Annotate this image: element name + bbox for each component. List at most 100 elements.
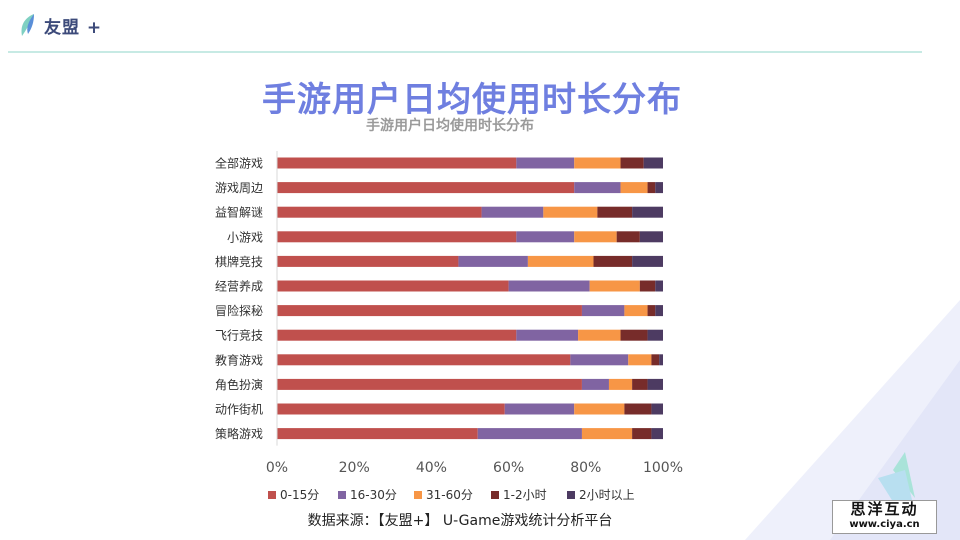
bar-segment xyxy=(651,428,663,440)
x-tick-label: 20% xyxy=(339,460,370,476)
bar-segment xyxy=(597,206,633,218)
bar-segment xyxy=(593,255,633,267)
legend-swatch xyxy=(338,491,346,499)
bar-segment xyxy=(277,329,517,341)
bar-segment xyxy=(570,354,629,366)
bar-segment xyxy=(624,403,652,415)
legend-swatch xyxy=(567,491,575,499)
bar-segment xyxy=(516,231,575,243)
x-tick-label: 60% xyxy=(493,460,524,476)
bar-segment xyxy=(632,378,648,390)
corner-leaf-shape-2 xyxy=(878,470,912,505)
category-label: 棋牌竞技 xyxy=(215,255,263,269)
bar-segment xyxy=(647,305,656,317)
bar-segment xyxy=(651,354,660,366)
bar-segment xyxy=(574,231,617,243)
bar-segment xyxy=(589,280,640,292)
chart-title: 手游用户日均使用时长分布 xyxy=(366,118,534,134)
bar-segment xyxy=(277,428,478,440)
bar-segment xyxy=(543,206,598,218)
category-label: 动作街机 xyxy=(215,403,263,417)
bar-segment xyxy=(651,403,663,415)
bar-segment xyxy=(277,206,482,218)
bar-segment xyxy=(277,182,575,194)
legend-swatch xyxy=(268,491,276,499)
legend-swatch xyxy=(491,491,499,499)
bar-segment xyxy=(581,428,633,440)
bar-segment xyxy=(277,157,517,169)
x-tick-label: 80% xyxy=(570,460,601,476)
bar-segment xyxy=(616,231,640,243)
bar-segment xyxy=(659,354,663,366)
bar-segment xyxy=(277,255,459,267)
category-label: 策略游戏 xyxy=(215,426,263,441)
bar-segment xyxy=(581,378,609,390)
bar-segment xyxy=(655,305,663,317)
watermark-name: 思洋互动 xyxy=(850,500,919,518)
corner-decoration-inner xyxy=(830,360,960,540)
bar-segment xyxy=(277,231,517,243)
category-label: 飞行竞技 xyxy=(215,329,263,343)
legend-label: 2小时以上 xyxy=(579,488,635,502)
bar-segment xyxy=(620,182,648,194)
bar-segment xyxy=(516,329,579,341)
legend-label: 1-2小时 xyxy=(503,488,547,502)
category-label: 益智解谜 xyxy=(215,205,263,220)
bar-segment xyxy=(632,206,663,218)
category-label: 全部游戏 xyxy=(215,156,263,171)
bar-segment xyxy=(277,378,582,390)
bar-segment xyxy=(628,354,652,366)
bar-segment xyxy=(277,280,509,292)
bar-segment xyxy=(574,182,621,194)
legend-swatch xyxy=(414,491,422,499)
bar-segment xyxy=(639,231,663,243)
legend-label: 0-15分 xyxy=(280,488,319,502)
bar-segment xyxy=(504,403,575,415)
bar-segment xyxy=(581,305,625,317)
leaf-logo-icon xyxy=(21,14,34,36)
watermark-url: www.ciya.cn xyxy=(849,519,920,530)
bar-segment xyxy=(277,354,571,366)
category-label: 经营养成 xyxy=(215,279,263,294)
category-label: 角色扮演 xyxy=(215,377,263,392)
bar-segment xyxy=(647,182,656,194)
bar-segment xyxy=(620,329,648,341)
x-tick-label: 0% xyxy=(266,460,288,476)
page-title: 手游用户日均使用时长分布 xyxy=(262,80,682,120)
bar-segment xyxy=(643,157,663,169)
category-label: 小游戏 xyxy=(227,230,263,244)
bar-segment xyxy=(620,157,644,169)
brand-logo: 友盟 + xyxy=(14,12,102,38)
category-label: 冒险探秘 xyxy=(215,303,263,318)
bar-segment xyxy=(624,305,648,317)
data-source-note: 数据来源：【友盟+】 U-Game游戏统计分析平台 xyxy=(307,513,613,529)
logo-text: 友盟 + xyxy=(44,17,103,38)
category-label: 游戏周边 xyxy=(215,181,263,195)
category-label: 教育游戏 xyxy=(215,352,263,367)
bar-segment xyxy=(578,329,621,341)
x-tick-label: 100% xyxy=(643,460,683,476)
bar-segment xyxy=(655,280,663,292)
bar-segment xyxy=(458,255,528,267)
bar-segment xyxy=(527,255,594,267)
bar-segment xyxy=(647,378,663,390)
x-tick-label: 40% xyxy=(416,460,447,476)
bar-segment xyxy=(632,255,663,267)
bar-segment xyxy=(608,378,633,390)
bar-segment xyxy=(516,157,575,169)
legend-label: 31-60分 xyxy=(426,488,473,502)
legend-label: 16-30分 xyxy=(350,488,397,502)
bar-segment xyxy=(508,280,590,292)
watermark-badge: 思洋互动 www.ciya.cn xyxy=(832,500,937,534)
bar-segment xyxy=(655,182,663,194)
bar-segment xyxy=(647,329,663,341)
bar-segment xyxy=(639,280,656,292)
bar-segment xyxy=(481,206,544,218)
bar-segment xyxy=(574,403,625,415)
bar-segment xyxy=(277,403,505,415)
bar-segment xyxy=(574,157,621,169)
bar-segment xyxy=(277,305,582,317)
bar-segment xyxy=(477,428,582,440)
